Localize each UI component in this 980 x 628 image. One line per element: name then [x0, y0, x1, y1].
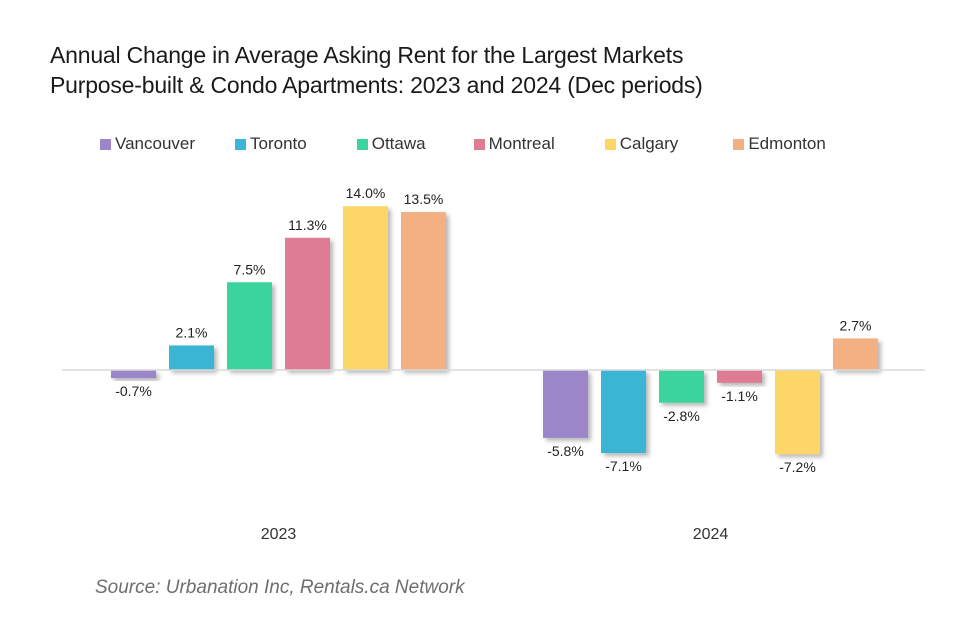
bar-montreal-2024: [717, 370, 762, 383]
category-label-2024: 2024: [693, 526, 729, 543]
bar-edmonton-2024: [833, 338, 878, 370]
data-label-ottawa-2024: -2.8%: [663, 408, 700, 424]
bar-edmonton-2023: [401, 212, 446, 370]
legend-label: Ottawa: [371, 134, 426, 153]
data-label-ottawa-2023: 7.5%: [234, 261, 266, 277]
bar-toronto-2023: [169, 345, 214, 370]
chart-title-line-2: Purpose-built & Condo Apartments: 2023 a…: [50, 72, 703, 98]
legend-item-edmonton: Edmonton: [733, 134, 826, 154]
bar-vancouver-2024: [543, 370, 588, 438]
legend-swatch-calgary: [604, 138, 616, 150]
bar-calgary-2023: [343, 206, 388, 370]
chart-legend: Vancouver Toronto Ottawa Montreal Calgary Edm…: [100, 132, 826, 156]
data-label-calgary-2024: -7.2%: [779, 459, 816, 475]
bar-toronto-2024: [601, 370, 646, 454]
legend-label: Montreal: [488, 134, 555, 153]
legend-swatch-toronto: [235, 138, 247, 150]
data-label-toronto-2023: 2.1%: [176, 324, 208, 340]
legend-swatch-vancouver: [100, 138, 111, 150]
data-label-edmonton-2024: 2.7%: [840, 317, 872, 333]
legend-item-vancouver: Vancouver: [100, 134, 195, 154]
category-label-2023: 2023: [261, 526, 297, 543]
data-label-montreal-2024: -1.1%: [721, 388, 758, 404]
bar-calgary-2024: [775, 370, 820, 455]
data-label-vancouver-2024: -5.8%: [547, 443, 584, 459]
legend-item-toronto: Toronto: [235, 134, 307, 154]
data-label-montreal-2023: 11.3%: [288, 217, 327, 233]
chart-title-line-1: Annual Change in Average Asking Rent for…: [50, 42, 684, 68]
legend-label: Edmonton: [748, 134, 826, 153]
bar-ottawa-2024: [659, 370, 704, 403]
legend-label: Vancouver: [115, 134, 196, 153]
legend-swatch-ottawa: [356, 138, 368, 150]
data-label-edmonton-2023: 13.5%: [404, 191, 444, 207]
legend-label: Calgary: [619, 134, 679, 153]
legend-item-montreal: Montreal: [473, 134, 555, 154]
legend-swatch-edmonton: [733, 138, 745, 150]
legend-label: Toronto: [250, 134, 307, 153]
source-note: Source: Urbanation Inc, Rentals.ca Netwo…: [95, 577, 465, 598]
legend-item-calgary: Calgary: [604, 134, 679, 154]
chart-title: Annual Change in Average Asking Rent for…: [50, 40, 703, 100]
data-label-vancouver-2023: -0.7%: [115, 383, 152, 399]
bar-ottawa-2023: [227, 282, 272, 370]
data-label-calgary-2023: 14.0%: [346, 185, 386, 201]
legend-item-ottawa: Ottawa: [356, 134, 426, 154]
bar-vancouver-2023: [111, 370, 156, 379]
data-label-toronto-2024: -7.1%: [605, 458, 642, 474]
bar-montreal-2023: [285, 237, 330, 370]
legend-swatch-montreal: [473, 138, 485, 150]
